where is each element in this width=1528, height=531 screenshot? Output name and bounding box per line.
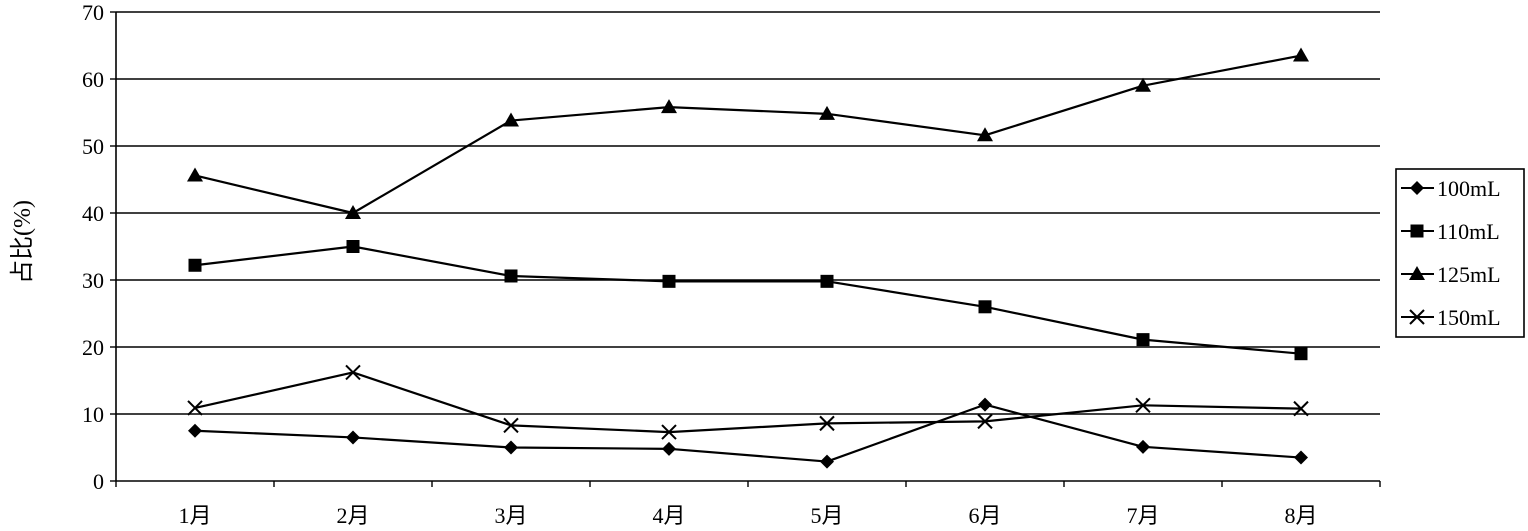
y-tick-label: 70 — [82, 0, 104, 25]
data-point-100mL-1 — [188, 423, 202, 438]
series-line-150mL — [194, 371, 1302, 434]
data-point-150mL-2 — [345, 364, 361, 381]
x-tick-label-5: 5月 — [810, 503, 843, 528]
data-point-150mL-1 — [187, 400, 203, 416]
data-point-110mL-4 — [662, 274, 676, 288]
legend-item-110mL: 110mL — [1401, 219, 1500, 244]
legend-label: 125mL — [1437, 262, 1501, 287]
x-marker-stroke — [977, 413, 993, 430]
data-point-100mL-2 — [346, 430, 360, 445]
data-point-125mL-8 — [1293, 47, 1309, 62]
data-point-125mL-6 — [977, 127, 993, 142]
legend-item-125mL: 125mL — [1401, 262, 1501, 287]
x-tick-label-7: 7月 — [1126, 503, 1159, 528]
data-point-110mL-2 — [346, 240, 360, 253]
series-line-100mL — [194, 403, 1302, 463]
data-point-150mL-3 — [503, 417, 519, 434]
series-line-110mL — [194, 245, 1302, 355]
data-point-110mL-8 — [1294, 347, 1308, 361]
legend-box — [1395, 168, 1525, 338]
y-tick-label: 50 — [82, 134, 104, 159]
data-point-100mL-3 — [504, 440, 518, 455]
y-tick-label: 40 — [82, 201, 104, 226]
data-point-110mL-6 — [978, 300, 992, 314]
data-point-125mL-7 — [1135, 77, 1151, 92]
data-point-125mL-3 — [503, 112, 519, 127]
data-point-150mL-7 — [1135, 397, 1151, 413]
data-point-150mL-8 — [1293, 400, 1309, 417]
x-marker-stroke — [1135, 397, 1151, 413]
legend-item-100mL: 100mL — [1401, 176, 1501, 201]
legend-marker — [1409, 309, 1425, 325]
x-tick-label-3: 3月 — [494, 503, 527, 528]
x-marker-stroke — [1293, 400, 1309, 417]
x-tick-label-1: 1月 — [178, 503, 211, 528]
data-point-100mL-5 — [820, 454, 834, 469]
legend-marker — [1409, 266, 1425, 280]
y-tick-label: 10 — [82, 402, 104, 427]
data-point-100mL-8 — [1294, 450, 1308, 465]
data-point-125mL-5 — [819, 105, 835, 120]
x-tick-label-4: 4月 — [652, 503, 685, 528]
y-tick-label: 60 — [82, 67, 104, 92]
data-point-150mL-5 — [819, 415, 835, 432]
data-point-125mL-1 — [187, 167, 203, 182]
legend-marker — [1410, 181, 1424, 195]
legend-label: 110mL — [1437, 219, 1500, 244]
data-point-100mL-4 — [662, 441, 676, 456]
x-tick-label-6: 6月 — [968, 503, 1001, 528]
legend-label: 150mL — [1437, 305, 1501, 330]
series-lines — [194, 54, 1302, 463]
x-tick-label-8: 8月 — [1284, 503, 1317, 528]
legend-item-150mL: 150mL — [1401, 305, 1501, 330]
data-point-110mL-3 — [504, 269, 518, 283]
legend-label: 100mL — [1437, 176, 1501, 201]
x-marker-stroke — [661, 424, 677, 440]
x-tick-label-2: 2月 — [336, 503, 369, 528]
y-tick-label: 20 — [82, 335, 104, 360]
legend: 100mL 110mL 125mL 150mL — [1395, 168, 1525, 338]
x-marker-stroke — [1409, 309, 1425, 325]
y-tick-label: 0 — [93, 469, 104, 494]
y-tick-label: 30 — [82, 268, 104, 293]
x-marker-stroke — [187, 400, 203, 416]
data-point-150mL-6 — [977, 413, 993, 430]
data-point-125mL-4 — [661, 99, 677, 114]
gridlines — [116, 11, 1380, 415]
data-point-110mL-1 — [188, 258, 202, 272]
y-axis-label: 占比(%) — [9, 200, 36, 284]
x-marker-stroke — [819, 415, 835, 432]
data-point-110mL-5 — [820, 274, 834, 288]
x-marker-stroke — [503, 417, 519, 434]
tick-labels: 0 10 20 30 40 50 60 70 1月 2月 3月 4月 5月 6月 7月 8月 — [82, 0, 1318, 528]
series-markers — [187, 47, 1309, 469]
data-point-100mL-6 — [978, 397, 992, 412]
series-line-125mL — [194, 54, 1302, 215]
data-point-150mL-4 — [661, 424, 677, 440]
x-marker-stroke — [345, 364, 361, 381]
data-point-125mL-2 — [345, 205, 361, 219]
axes — [110, 11, 1381, 487]
data-point-100mL-7 — [1136, 439, 1150, 454]
data-point-110mL-7 — [1136, 333, 1150, 347]
legend-marker — [1410, 224, 1424, 238]
